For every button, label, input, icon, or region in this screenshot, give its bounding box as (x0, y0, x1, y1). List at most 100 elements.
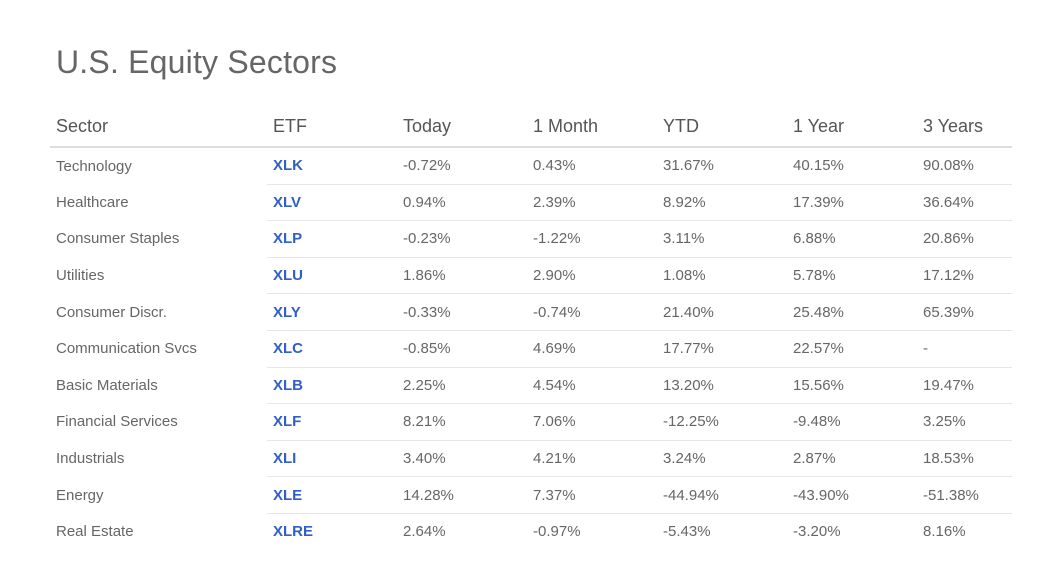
etf-ticker-link[interactable]: XLC (273, 340, 303, 358)
header-row: Sector ETF Today 1 Month YTD 1 Year 3 Ye… (50, 106, 1012, 148)
sector-name: Energy (56, 486, 104, 504)
sector-name: Industrials (56, 450, 125, 468)
return-3-years: 90.08% (917, 147, 1012, 185)
table-body: Technology XLK -0.72% 0.43% 31.67% 40.15% 90.0… (50, 147, 1012, 550)
etf-cell: XLK (267, 147, 397, 185)
return-1-year: -3.20% (793, 523, 841, 541)
etf-ticker-link[interactable]: XLF (273, 413, 302, 431)
etf-ticker-link[interactable]: XLRE (273, 523, 314, 541)
etf-cell: XLV (267, 184, 397, 222)
return-3-years: - (917, 330, 1012, 368)
return-today: -0.85% (397, 330, 527, 368)
return-today: -0.33% (397, 293, 527, 331)
table-row: Consumer Staples XLP -0.23% -1.22% 3.11% 6.88… (50, 220, 1012, 258)
return-ytd: 13.20% (657, 367, 787, 405)
return-1-month: -1.22% (527, 220, 657, 258)
return-1-month: 4.21% (527, 440, 657, 478)
return-today: 3.40% (397, 440, 527, 478)
return-today: 1.86% (397, 257, 527, 295)
column-header-etf: ETF (267, 106, 397, 148)
table-row: Utilities XLU 1.86% 2.90% 1.08% 5.78% 17.12% (50, 257, 1012, 295)
etf-cell: XLC (267, 330, 397, 368)
table-row: Communication Svcs XLC -0.85% 4.69% 17.77% 22… (50, 330, 1012, 368)
return-3-years: 19.47% (917, 367, 1012, 405)
return-ytd: 1.08% (657, 257, 787, 295)
return-1-year: 15.56% (787, 367, 917, 405)
table-row: Basic Materials XLB 2.25% 4.54% 13.20% 15.56%… (50, 367, 1012, 405)
table-header: Sector ETF Today 1 Month YTD 1 Year 3 Ye… (50, 106, 1012, 148)
etf-cell: XLY (267, 293, 397, 331)
return-1-month: 7.06% (527, 403, 657, 441)
etf-ticker-link[interactable]: XLK (273, 157, 303, 175)
column-header-ytd: YTD (657, 106, 787, 148)
return-1-month: 0.43% (527, 147, 657, 185)
table-row: Financial Services XLF 8.21% 7.06% -12.25% -9… (50, 403, 1012, 441)
return-1-year: 25.48% (787, 293, 917, 331)
sector-name: Utilities (56, 267, 105, 285)
column-header-today: Today (397, 106, 527, 148)
return-1-year: 6.88% (787, 220, 917, 258)
return-3-years: 17.12% (917, 257, 1012, 295)
etf-ticker-link[interactable]: XLU (273, 267, 303, 285)
return-ytd: 3.24% (657, 440, 787, 478)
sector-name: Real Estate (56, 522, 134, 540)
table-row: Energy XLE 14.28% 7.37% -44.94% -43.90% -51.38… (50, 476, 1012, 514)
etf-ticker-link[interactable]: XLP (273, 230, 303, 248)
return-3-years: 8.16% (923, 523, 966, 541)
return-1-year: -9.48% (787, 403, 917, 441)
return-3-years: -51.38% (917, 476, 1012, 514)
etf-cell: XLU (267, 257, 397, 295)
return-today: 2.64% (403, 523, 446, 541)
sector-performance-table: Sector ETF Today 1 Month YTD 1 Year 3 Ye… (50, 106, 1012, 550)
page-title: U.S. Equity Sectors (56, 44, 338, 80)
return-today: 14.28% (397, 476, 527, 514)
etf-cell: XLP (267, 220, 397, 258)
return-ytd: -44.94% (657, 476, 787, 514)
sector-name: Healthcare (56, 193, 129, 211)
etf-ticker-link[interactable]: XLB (273, 376, 303, 394)
return-ytd: 31.67% (657, 147, 787, 185)
etf-ticker-link[interactable]: XLI (273, 450, 297, 468)
etf-ticker-link[interactable]: XLE (273, 486, 303, 504)
return-1-year: 2.87% (787, 440, 917, 478)
table-row: Healthcare XLV 0.94% 2.39% 8.92% 17.39% 36.64% (50, 184, 1012, 222)
etf-cell: XLE (267, 476, 397, 514)
sector-name: Consumer Staples (56, 230, 180, 248)
return-1-month: 4.54% (527, 367, 657, 405)
return-ytd: 3.11% (657, 220, 787, 258)
return-ytd: -5.43% (663, 523, 711, 541)
return-1-year: -43.90% (787, 476, 917, 514)
return-today: -0.72% (397, 147, 527, 185)
sector-name: Financial Services (56, 413, 178, 431)
column-header-sector: Sector (50, 106, 267, 148)
etf-ticker-link[interactable]: XLV (273, 193, 302, 211)
return-ytd: 8.92% (657, 184, 787, 222)
column-header-1-month: 1 Month (527, 106, 657, 148)
return-1-year: 40.15% (787, 147, 917, 185)
return-3-years: 3.25% (917, 403, 1012, 441)
return-ytd: 21.40% (657, 293, 787, 331)
sector-name: Basic Materials (56, 376, 158, 394)
return-today: 0.94% (397, 184, 527, 222)
return-1-month: 4.69% (527, 330, 657, 368)
sector-name: Technology (56, 157, 132, 175)
etf-cell: XLRE (267, 513, 397, 549)
return-1-month: -0.97% (533, 523, 581, 541)
return-3-years: 18.53% (917, 440, 1012, 478)
table-row: Real Estate XLRE 2.64% -0.97% -5.43% -3.20% 8.… (50, 513, 1012, 549)
etf-cell: XLB (267, 367, 397, 405)
return-1-year: 22.57% (787, 330, 917, 368)
return-1-month: 7.37% (527, 476, 657, 514)
return-ytd: -12.25% (657, 403, 787, 441)
etf-cell: XLI (267, 440, 397, 478)
return-3-years: 20.86% (917, 220, 1012, 258)
table-row: Consumer Discr. XLY -0.33% -0.74% 21.40% 25.4… (50, 293, 1012, 331)
column-header-3-years: 3 Years (917, 106, 1012, 148)
return-3-years: 65.39% (917, 293, 1012, 331)
etf-ticker-link[interactable]: XLY (273, 303, 301, 321)
return-1-month: 2.90% (527, 257, 657, 295)
return-today: -0.23% (397, 220, 527, 258)
return-1-month: -0.74% (527, 293, 657, 331)
return-1-year: 17.39% (787, 184, 917, 222)
return-1-month: 2.39% (527, 184, 657, 222)
